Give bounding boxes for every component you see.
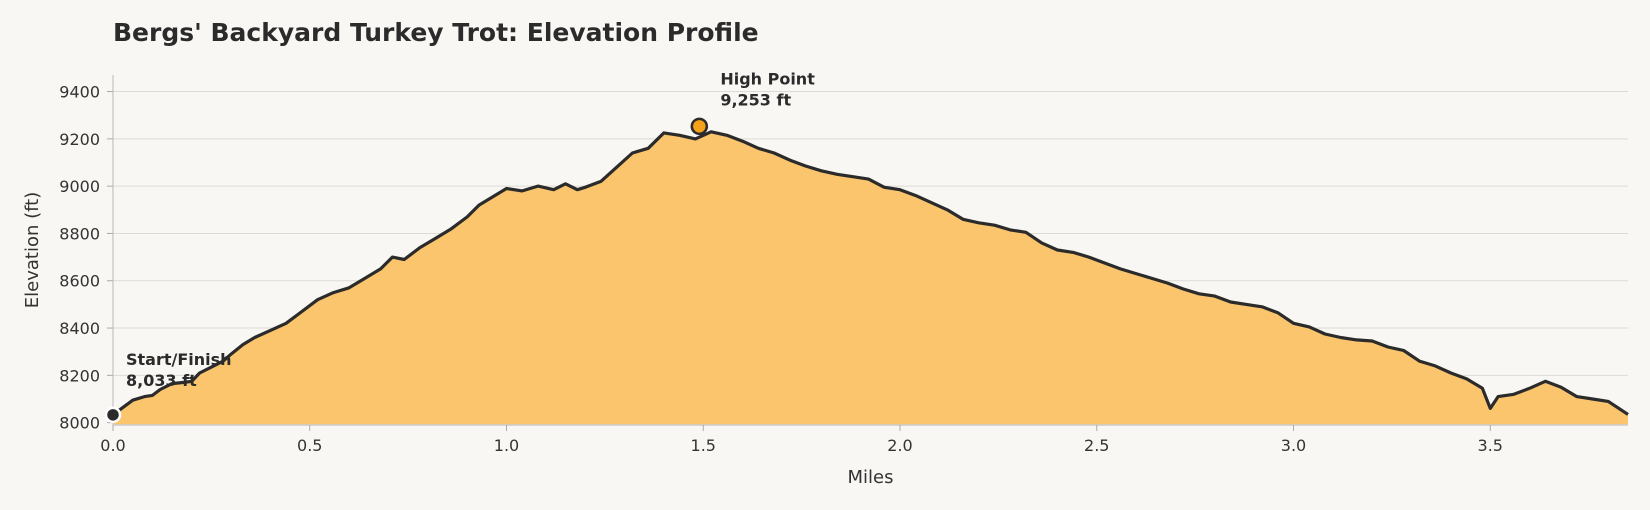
x-tick-label: 1.0 xyxy=(494,436,519,455)
start-marker xyxy=(104,406,122,424)
x-tick-label: 0.5 xyxy=(297,436,322,455)
annotations: High Point 9,253 ft Start/Finish 8,033 ft xyxy=(104,69,815,424)
x-tick-label: 3.0 xyxy=(1281,436,1306,455)
elevation-line xyxy=(112,130,1629,417)
x-tick-label: 1.5 xyxy=(691,436,716,455)
x-tick-label: 3.5 xyxy=(1478,436,1503,455)
start-label: Start/Finish xyxy=(126,350,232,369)
chart-title: Bergs' Backyard Turkey Trot: Elevation P… xyxy=(113,18,759,47)
peak-value: 9,253 ft xyxy=(720,90,791,109)
y-tick-label: 9200 xyxy=(59,130,100,149)
x-axis-ticks: 0.0 0.5 1.0 1.5 2.0 2.5 3.0 3.5 xyxy=(100,425,1503,455)
x-tick-label: 0.0 xyxy=(100,436,125,455)
y-tick-label: 8000 xyxy=(59,414,100,433)
y-tick-label: 8600 xyxy=(59,272,100,291)
y-tick-label: 8200 xyxy=(59,366,100,385)
start-value: 8,033 ft xyxy=(126,371,197,390)
peak-marker xyxy=(690,117,709,136)
y-tick-label: 9400 xyxy=(59,83,100,102)
y-tick-label: 8400 xyxy=(59,319,100,338)
y-axis-ticks: 8000 8200 8400 8600 8800 9000 9200 9400 xyxy=(59,83,113,433)
y-tick-label: 9000 xyxy=(59,177,100,196)
x-axis-label: Miles xyxy=(848,467,894,488)
elevation-area xyxy=(113,131,1628,426)
y-tick-label: 8800 xyxy=(59,224,100,243)
x-tick-label: 2.5 xyxy=(1084,436,1109,455)
peak-label: High Point xyxy=(720,69,815,88)
x-tick-label: 2.0 xyxy=(887,436,912,455)
y-axis-label: Elevation (ft) xyxy=(22,192,43,308)
